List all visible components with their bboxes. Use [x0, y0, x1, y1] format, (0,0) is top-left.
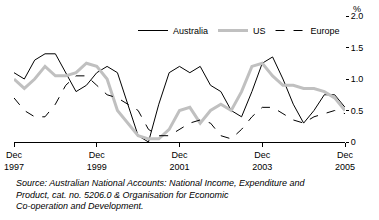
svg-text:0: 0 [351, 137, 356, 147]
svg-text:Australia: Australia [173, 26, 208, 36]
svg-text:Dec1999: Dec1999 [87, 150, 107, 172]
svg-text:2.0: 2.0 [351, 11, 364, 21]
svg-text:Source: Australian National Ac: Source: Australian National Accounts: Na… [16, 178, 305, 211]
svg-text:0.5: 0.5 [351, 106, 364, 116]
svg-text:Dec1997: Dec1997 [4, 150, 24, 172]
svg-text:Dec2003: Dec2003 [252, 150, 272, 172]
svg-text:Dec2001: Dec2001 [169, 150, 189, 172]
svg-text:Europe: Europe [311, 26, 340, 36]
svg-text:1.0: 1.0 [351, 74, 364, 84]
svg-text:US: US [253, 26, 266, 36]
svg-text:1.5: 1.5 [351, 43, 364, 53]
svg-text:%: % [353, 4, 361, 14]
svg-text:Dec2005: Dec2005 [335, 150, 355, 172]
